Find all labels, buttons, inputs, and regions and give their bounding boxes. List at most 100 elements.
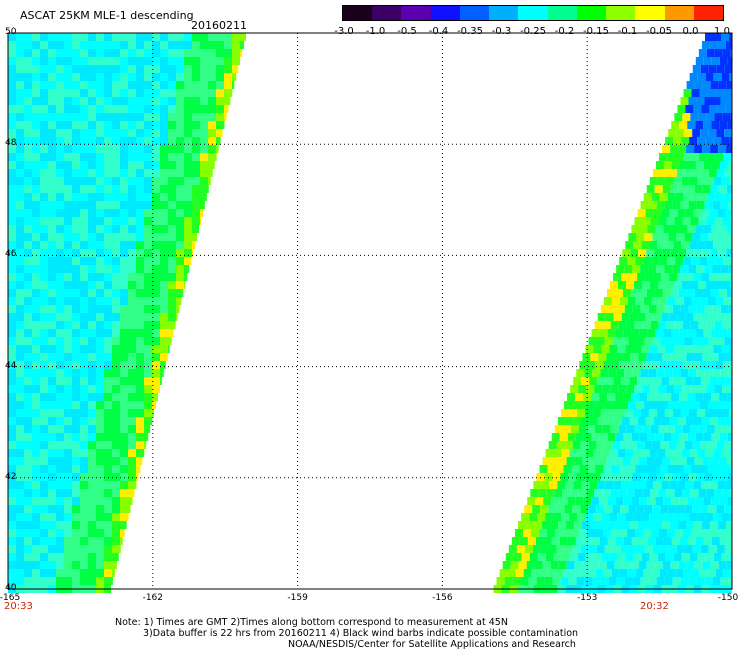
swath-cell xyxy=(72,169,80,177)
swath-cell xyxy=(192,217,200,225)
swath-cell xyxy=(693,273,702,281)
swath-cell xyxy=(80,345,88,353)
swath-cell xyxy=(56,457,64,465)
swath-cell xyxy=(663,393,672,401)
swath-cell xyxy=(724,545,732,553)
swath-cell xyxy=(642,425,651,433)
swath-cell xyxy=(663,225,672,233)
swath-cell xyxy=(48,161,56,169)
swath-cell xyxy=(56,169,64,177)
swath-cell xyxy=(679,161,688,169)
swath-cell xyxy=(232,41,240,49)
swath-cell xyxy=(48,129,56,137)
swath-cell xyxy=(136,257,144,265)
swath-cell xyxy=(168,73,176,81)
swath-cell xyxy=(112,193,120,201)
swath-cell xyxy=(670,289,679,297)
swath-cell xyxy=(625,449,634,457)
swath-cell xyxy=(168,129,176,137)
swath-cell xyxy=(208,169,213,177)
swath-cell xyxy=(665,345,674,353)
swath-cell xyxy=(16,177,24,185)
swath-cell xyxy=(730,217,732,225)
swath-cell xyxy=(32,553,40,561)
swath-cell xyxy=(168,113,176,121)
swath-cell xyxy=(200,113,208,121)
swath-cell xyxy=(632,369,641,377)
swath-cell xyxy=(16,521,24,529)
swath-cell xyxy=(40,153,48,161)
swath-cell xyxy=(40,89,48,97)
swath-cell xyxy=(72,553,80,561)
swath-cell xyxy=(152,169,160,177)
swath-cell xyxy=(698,385,707,393)
swath-cell xyxy=(32,289,40,297)
swath-cell xyxy=(240,33,246,41)
swath-cell xyxy=(184,209,192,217)
swath-cell xyxy=(24,473,32,481)
swath-cell xyxy=(32,337,40,345)
swath-cell xyxy=(668,505,677,513)
swath-cell xyxy=(32,569,40,577)
swath-cell xyxy=(556,441,565,449)
swath-cell xyxy=(32,345,40,353)
swath-cell xyxy=(152,297,160,305)
swath-cell xyxy=(676,169,685,177)
swath-cell xyxy=(56,473,64,481)
swath-cell xyxy=(208,57,216,65)
swath-cell xyxy=(724,129,732,137)
swath-cell xyxy=(617,281,626,289)
swath-cell xyxy=(104,225,112,233)
swath-cell xyxy=(40,569,48,577)
swath-cell xyxy=(652,169,661,177)
swath-cell xyxy=(657,449,666,457)
swath-cell xyxy=(688,97,697,105)
swath-cell xyxy=(511,537,520,545)
swath-cell xyxy=(144,265,152,273)
swath-cell xyxy=(24,449,32,457)
swath-cell xyxy=(600,369,609,377)
swath-cell xyxy=(640,265,649,273)
swath-cell xyxy=(192,129,200,137)
swath-cell xyxy=(208,41,216,49)
swath-cell xyxy=(592,369,601,377)
swath-cell xyxy=(112,297,120,305)
swath-cell xyxy=(72,337,80,345)
swath-cell xyxy=(699,361,708,369)
swath-cell xyxy=(96,257,104,265)
swath-cell xyxy=(176,169,184,177)
swath-cell xyxy=(670,185,679,193)
swath-cell xyxy=(605,417,614,425)
swath-cell xyxy=(136,329,144,337)
swath-cell xyxy=(673,137,682,145)
swath-cell xyxy=(72,481,80,489)
swath-cell xyxy=(120,97,128,105)
swath-cell xyxy=(96,377,104,385)
swath-cell xyxy=(88,425,96,433)
swath-cell xyxy=(687,433,696,441)
swath-cell xyxy=(112,305,120,313)
swath-cell xyxy=(48,305,56,313)
swath-cell xyxy=(136,201,144,209)
swath-cell xyxy=(200,57,208,65)
swath-cell xyxy=(675,361,684,369)
swath-cell xyxy=(128,369,136,377)
swath-cell xyxy=(712,577,721,585)
swath-cell xyxy=(128,257,136,265)
swath-cell xyxy=(625,281,634,289)
map-frame xyxy=(7,32,733,590)
swath-cell xyxy=(662,521,671,529)
swath-cell xyxy=(192,105,200,113)
swath-cell xyxy=(104,265,112,273)
swath-cell xyxy=(56,33,64,41)
swath-cell xyxy=(702,145,711,153)
swath-cell xyxy=(648,265,657,273)
swath-cell xyxy=(587,361,596,369)
swath-cell xyxy=(40,505,48,513)
swath-cell xyxy=(168,209,176,217)
swath-cell xyxy=(691,361,700,369)
swath-cell xyxy=(160,145,168,153)
swath-cell xyxy=(651,569,660,577)
swath-cell xyxy=(160,289,168,297)
swath-cell xyxy=(168,41,176,49)
